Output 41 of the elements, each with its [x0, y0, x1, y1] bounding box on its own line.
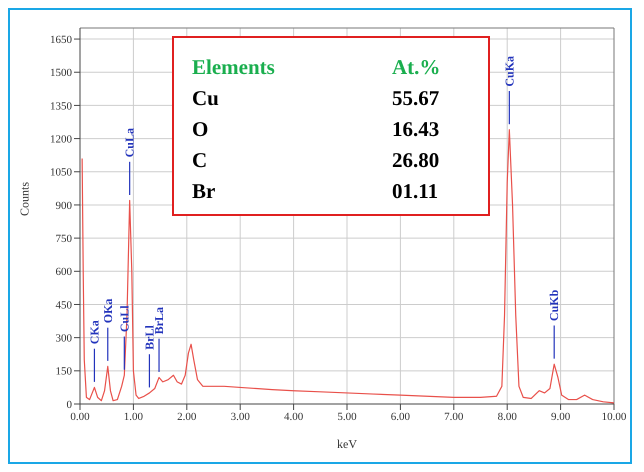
y-tick-label: 150 [56, 366, 72, 378]
annotation: 26.80 [392, 147, 440, 174]
x-tick-label: 10.00 [602, 410, 627, 423]
annotation: 01.11 [392, 178, 438, 205]
annotation: CuLa [122, 128, 137, 158]
x-tick-label: 4.00 [284, 410, 304, 423]
y-tick-label: 300 [56, 332, 72, 345]
y-tick-label: 1200 [50, 133, 72, 146]
annotation: OKa [100, 298, 115, 324]
x-tick-label: 0.00 [70, 410, 90, 423]
x-tick-label: 8.00 [498, 410, 518, 423]
annotation: Cu [192, 85, 220, 112]
x-tick-label: 9.00 [550, 410, 571, 423]
x-tick-label: 1.00 [124, 410, 144, 423]
y-tick-label: 1500 [50, 67, 72, 80]
annotation: CuLl [117, 304, 132, 332]
x-tick-label: 7.00 [444, 410, 464, 423]
y-tick-label: 750 [56, 233, 72, 246]
annotation: Elements [192, 54, 276, 81]
y-tick-label: 900 [56, 200, 72, 212]
x-tick-label: 3.00 [230, 410, 250, 423]
x-tick-label: 2.00 [177, 410, 197, 423]
annotation: CKa [87, 320, 102, 344]
x-tick-label: 6.00 [390, 410, 411, 423]
annotation: At.% [392, 54, 440, 81]
annotation: 55.67 [392, 85, 440, 112]
annotation: CuKa [502, 56, 516, 87]
annotation: CuKb [547, 289, 562, 322]
x-axis-title: keV [337, 437, 358, 451]
annotation: 16.43 [392, 116, 440, 143]
annotation: C [192, 147, 208, 174]
y-tick-label: 1650 [50, 34, 72, 46]
y-tick-label: 0 [66, 398, 72, 411]
y-axis-title: Counts [17, 182, 32, 216]
y-tick-label: 1050 [50, 166, 72, 179]
y-tick-label: 600 [56, 266, 72, 278]
x-tick-label: 5.00 [337, 410, 358, 423]
annotation: Br [192, 178, 216, 205]
y-tick-label: 450 [56, 299, 72, 312]
annotation: O [192, 116, 210, 143]
y-tick-label: 1350 [50, 100, 72, 112]
